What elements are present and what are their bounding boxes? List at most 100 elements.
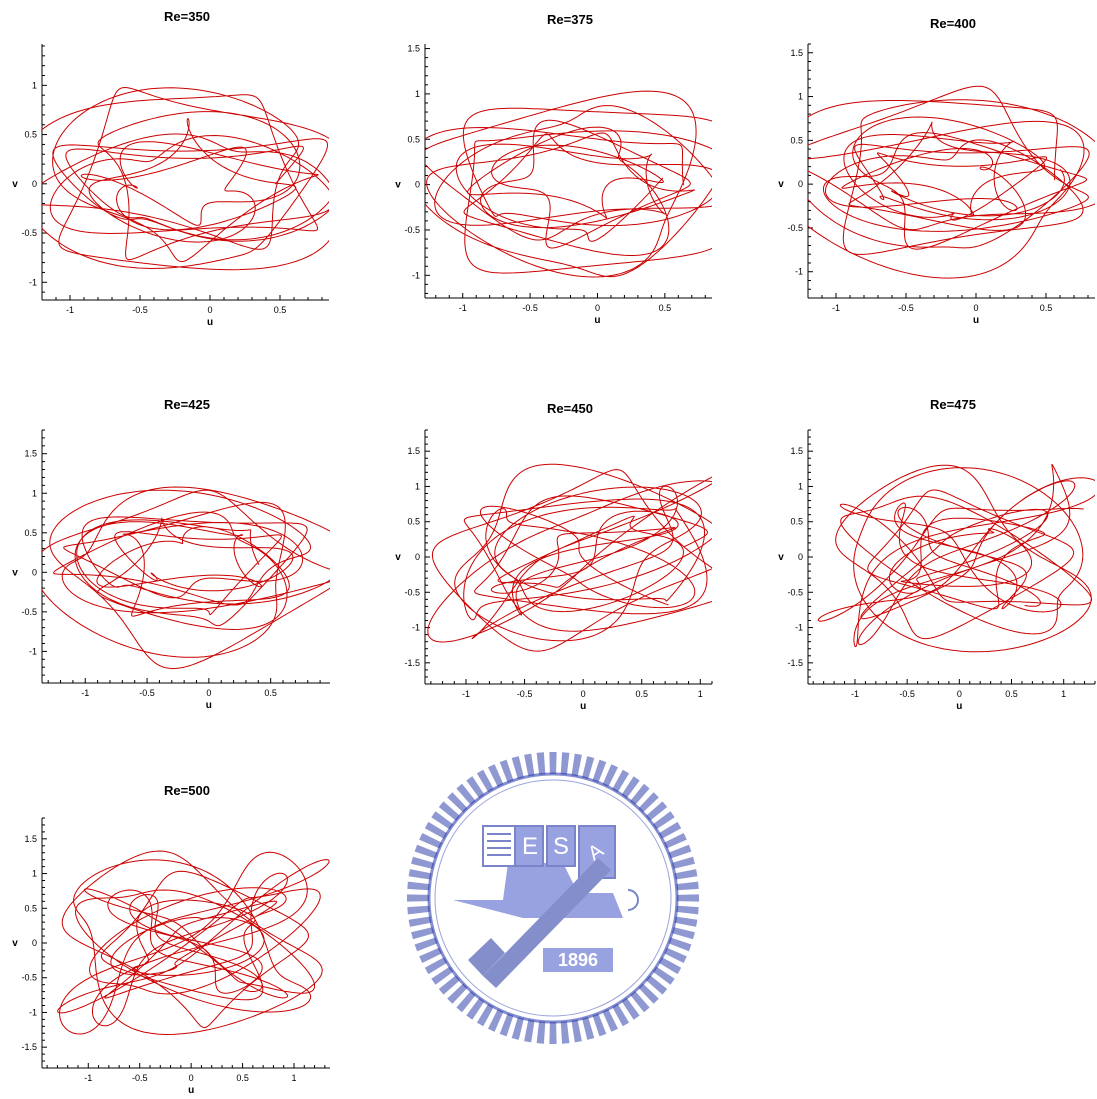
trajectory-group — [808, 85, 1095, 279]
y-tick-label: 1 — [32, 869, 37, 879]
x-tick-label: 0 — [207, 305, 212, 315]
seal-tooth — [456, 991, 476, 1013]
seal-tooth — [674, 916, 698, 927]
trajectory-line — [425, 90, 712, 278]
y-tick-label: 1.5 — [407, 44, 420, 54]
trajectory-line — [42, 486, 330, 670]
y-tick-label: -1 — [29, 646, 37, 656]
x-tick-label: -0.5 — [522, 303, 538, 313]
seal-tooth — [638, 983, 659, 1004]
seal-tooth — [447, 983, 468, 1004]
x-axis-label: u — [973, 315, 979, 326]
x-tick-label: -0.5 — [132, 305, 148, 315]
seal-tooth — [664, 947, 687, 963]
seal-letter-s: S — [553, 833, 569, 860]
seal-tooth — [671, 856, 695, 869]
seal-tooth — [447, 792, 468, 813]
x-tick-label: -0.5 — [899, 689, 915, 699]
x-tick-label: -1 — [84, 1073, 92, 1083]
plot-panel: Re=425 -1 -0.5 0 0.5 u -1 -0.5 0 0.5 1 1.5 v — [12, 397, 330, 711]
plot-panel: Re=500 -1 -0.5 0 0.5 1 u -1.5 -1 -0.5 0 0.5 1 1.5 v — [12, 783, 330, 1096]
seal-tooth — [671, 927, 695, 940]
x-tick-label: 0 — [973, 303, 978, 313]
seal-tooth — [592, 759, 607, 783]
y-tick-label: -1 — [795, 623, 803, 633]
seal-tooth — [602, 1009, 618, 1032]
plot-title: Re=375 — [547, 12, 593, 27]
seal-tooth — [456, 783, 476, 805]
seal-tooth — [476, 769, 494, 793]
y-tick-label: 1.5 — [407, 446, 420, 456]
y-tick-label: 1 — [32, 488, 37, 498]
seal-tooth — [658, 821, 682, 839]
y-tick-label: 0 — [798, 552, 803, 562]
y-tick-label: 1.5 — [24, 449, 37, 459]
x-tick-label: 0 — [957, 689, 962, 699]
seal-tooth — [560, 1021, 570, 1044]
seal-tooth — [549, 1022, 557, 1044]
plot-panel: Re=375 -1 -0.5 0 0.5 u -1 -0.5 0 0.5 1 1.5 v — [395, 12, 712, 326]
plot-title: Re=475 — [930, 397, 976, 412]
y-tick-label: 0 — [32, 567, 37, 577]
seal-tooth — [476, 1003, 494, 1027]
seal-tooth — [419, 833, 442, 849]
y-tick-label: -0.5 — [787, 223, 803, 233]
seal-tooth — [511, 1016, 524, 1040]
y-axis-label: v — [395, 552, 401, 563]
seal-tooth — [499, 1013, 514, 1037]
seal-tooth — [677, 894, 699, 902]
y-axis-label: v — [12, 938, 18, 949]
x-tick-label: -0.5 — [132, 1073, 148, 1083]
seal-tooth — [419, 947, 442, 963]
seal-tooth — [571, 753, 582, 777]
y-tick-label: -1 — [795, 267, 803, 277]
seal-tooth — [407, 881, 430, 891]
y-axis-label: v — [778, 179, 784, 190]
plot-panel: Re=475 -1 -0.5 0 0.5 1 u -1.5 -1 -0.5 0 0.5 1 1.5 v — [778, 397, 1096, 712]
y-tick-label: -0.5 — [787, 587, 803, 597]
plots-group: Re=350 -1 -0.5 0 0.5 u -1 -0.5 0 0.5 1 v Re=375 -1 -0.… — [12, 9, 1096, 1096]
seal-tooth — [646, 801, 668, 821]
y-tick-label: 0 — [798, 179, 803, 189]
x-axis-label: u — [594, 315, 600, 326]
plot-panel: Re=350 -1 -0.5 0 0.5 u -1 -0.5 0 0.5 1 v — [12, 9, 329, 328]
trajectory-group — [427, 463, 712, 652]
y-tick-label: -0.5 — [21, 973, 37, 983]
y-tick-label: -1.5 — [21, 1042, 37, 1052]
x-tick-label: 1 — [698, 689, 703, 699]
seal-tooth — [499, 759, 514, 783]
y-tick-label: -1 — [29, 1007, 37, 1017]
x-tick-label: 0.5 — [264, 688, 277, 698]
x-tick-label: -1 — [459, 303, 467, 313]
y-tick-label: 1 — [798, 92, 803, 102]
x-axis-label: u — [188, 1085, 194, 1096]
trajectory-group — [425, 90, 712, 278]
seal-tooth — [638, 792, 659, 813]
seal-tooth — [646, 975, 668, 995]
x-tick-label: 0.5 — [236, 1073, 249, 1083]
x-tick-label: -1 — [81, 688, 89, 698]
y-tick-label: -1 — [412, 270, 420, 280]
y-tick-label: 1 — [798, 481, 803, 491]
seal-tooth — [431, 966, 454, 985]
seal-tooth — [414, 844, 438, 859]
seal-tooth — [571, 1019, 582, 1043]
seal-tooth — [438, 801, 460, 821]
x-tick-label: 1 — [1061, 689, 1066, 699]
seal-tooth — [582, 756, 595, 780]
y-tick-label: 1 — [415, 481, 420, 491]
seal-tooth — [511, 756, 524, 780]
seal-tooth — [612, 769, 630, 793]
seal-tooth — [407, 894, 429, 902]
y-tick-label: -0.5 — [21, 607, 37, 617]
y-tick-label: 1.5 — [790, 48, 803, 58]
seal-tooth — [674, 869, 698, 880]
x-tick-label: -1 — [832, 303, 840, 313]
y-tick-label: 1.5 — [24, 834, 37, 844]
y-tick-label: 0 — [32, 938, 37, 948]
y-tick-label: -0.5 — [404, 587, 420, 597]
x-tick-label: 0.5 — [1040, 303, 1053, 313]
seal-tooth — [414, 937, 438, 952]
trajectory-line — [427, 463, 712, 652]
